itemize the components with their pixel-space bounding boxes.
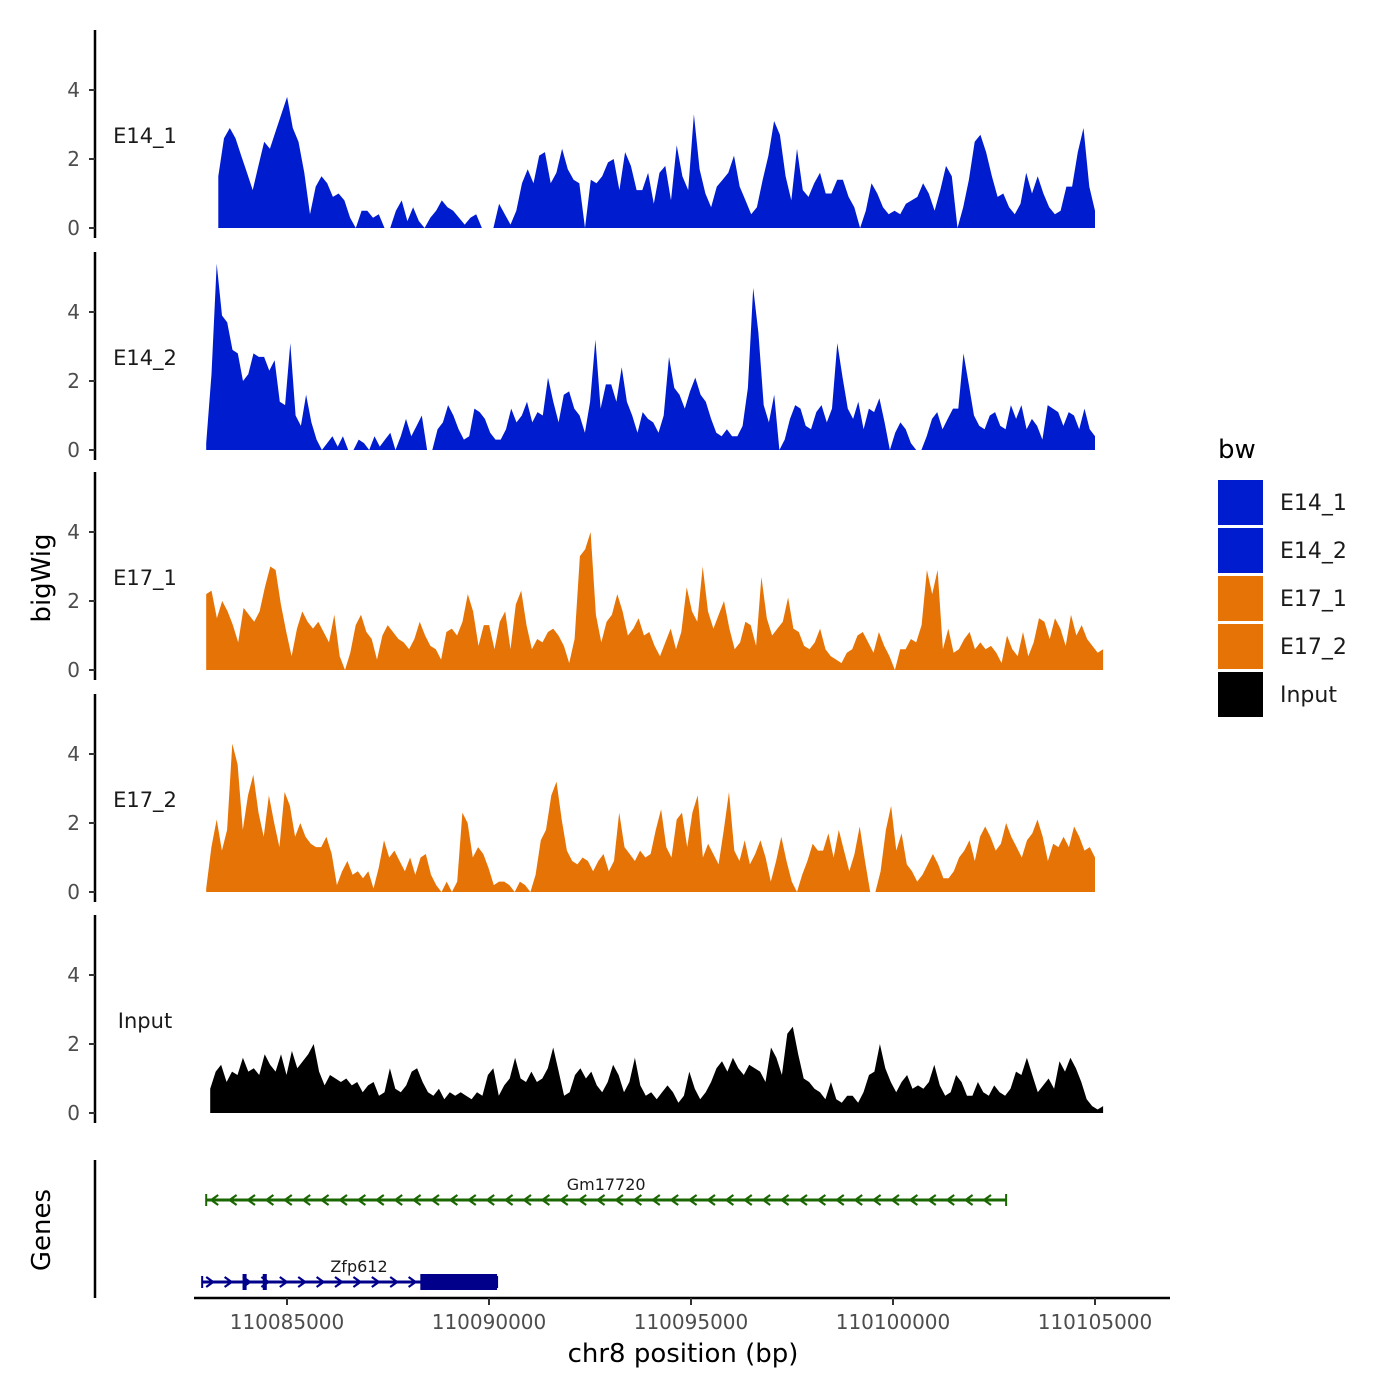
signal-tracks: 0 2 4 E14_1 0 2 4 E14_2 0 2 4 E17_1 0 2 4 E17_2 0 2 4 Input	[67, 30, 1104, 1125]
legend-label: E17_2	[1280, 635, 1347, 660]
strand-chevrons	[209, 1194, 992, 1206]
legend: bw E14_1 E14_2 E17_1 E17_2 Input	[1218, 435, 1347, 717]
y-tick-label: 4	[67, 300, 80, 324]
signal-area-e17-1	[206, 532, 1104, 670]
gene-gm17720: Gm17720	[205, 1175, 1008, 1206]
y-tick-label: 4	[67, 963, 80, 987]
x-tick-label: 110105000	[1038, 1310, 1153, 1334]
legend-label: E14_1	[1280, 491, 1347, 516]
legend-swatch	[1218, 576, 1263, 621]
x-tick-label: 110100000	[836, 1310, 951, 1334]
legend-swatch	[1218, 480, 1263, 525]
y-axis-title: bigWig	[27, 533, 57, 622]
track-e14-1: 0 2 4 E14_1	[67, 30, 1096, 240]
track-e17-1: 0 2 4 E17_1	[67, 472, 1104, 682]
track-label: E17_1	[113, 566, 177, 591]
signal-area-e14-2	[206, 263, 1095, 450]
track-label: E14_1	[113, 124, 177, 149]
track-e17-2: 0 2 4 E17_2	[67, 694, 1095, 904]
y-tick-label: 4	[67, 742, 80, 766]
x-tick-label: 110095000	[634, 1310, 749, 1334]
legend-swatch	[1218, 672, 1263, 717]
y-tick-label: 4	[67, 520, 80, 544]
x-axis: 110085000 110090000 110095000 110100000 1101…	[194, 1296, 1170, 1334]
gene-track: Gm17720 Zfp612	[93, 1160, 1008, 1298]
track-e14-2: 0 2 4 E14_2	[67, 252, 1095, 462]
y-tick-label: 2	[67, 589, 80, 613]
track-label: E17_2	[113, 788, 177, 813]
gene-zfp612: Zfp612	[201, 1257, 499, 1290]
legend-label: E17_1	[1280, 587, 1347, 612]
signal-area-input	[210, 1026, 1104, 1113]
y-tick-label: 0	[67, 658, 80, 682]
x-axis-title: chr8 position (bp)	[568, 1339, 799, 1369]
signal-area-e17-2	[206, 743, 1095, 892]
track-label: E14_2	[113, 346, 177, 371]
y-tick-label: 0	[67, 438, 80, 462]
y-tick-label: 2	[67, 369, 80, 393]
legend-swatch	[1218, 528, 1263, 573]
gene-exon	[420, 1274, 498, 1290]
y-tick-label: 2	[67, 147, 80, 171]
gene-track-title: Genes	[27, 1189, 57, 1271]
gene-exon	[242, 1274, 247, 1290]
legend-label: Input	[1280, 683, 1337, 708]
y-tick-label: 0	[67, 216, 80, 240]
gene-exon	[262, 1274, 267, 1290]
gene-label: Gm17720	[567, 1175, 646, 1194]
x-tick-label: 110085000	[230, 1310, 345, 1334]
legend-label: E14_2	[1280, 539, 1347, 564]
legend-swatch	[1218, 624, 1263, 669]
y-tick-label: 2	[67, 811, 80, 835]
y-tick-label: 2	[67, 1032, 80, 1056]
y-tick-label: 0	[67, 880, 80, 904]
y-tick-label: 0	[67, 1101, 80, 1125]
signal-area-e14-1	[218, 96, 1096, 229]
legend-title: bw	[1218, 435, 1256, 465]
track-label: Input	[118, 1009, 172, 1033]
gene-label: Zfp612	[330, 1257, 387, 1276]
x-tick-label: 110090000	[432, 1310, 547, 1334]
y-tick-label: 4	[67, 78, 80, 102]
track-input: 0 2 4 Input	[67, 915, 1104, 1125]
